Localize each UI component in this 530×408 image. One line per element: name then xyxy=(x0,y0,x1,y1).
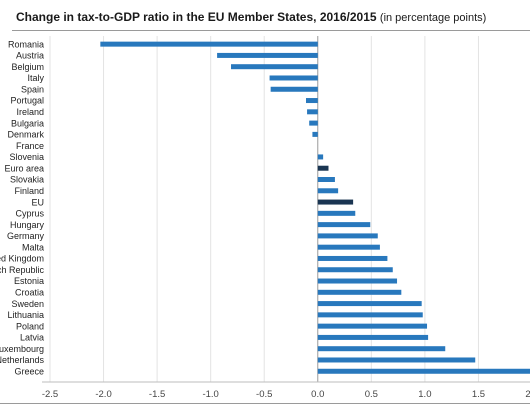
bar xyxy=(317,255,388,261)
bar xyxy=(270,86,318,92)
bar xyxy=(309,120,318,126)
chart-unit-note: (in percentage points) xyxy=(379,12,487,24)
category-label: Latvia xyxy=(20,333,44,343)
x-tick-label: 0.5 xyxy=(365,389,378,400)
x-tick-label: -1.5 xyxy=(149,389,165,400)
x-tick-label: 1.0 xyxy=(418,389,431,400)
bar xyxy=(317,289,402,295)
x-tick-label: 0.0 xyxy=(311,389,324,400)
bar xyxy=(317,334,429,340)
bar xyxy=(100,41,318,47)
category-label: Slovenia xyxy=(9,152,44,162)
bar xyxy=(317,346,446,352)
category-label: Poland xyxy=(16,321,44,331)
category-label: Malta xyxy=(22,242,44,252)
bar xyxy=(317,368,530,374)
bar xyxy=(305,98,318,104)
category-label: Netherlands xyxy=(0,355,44,365)
bar xyxy=(317,312,423,318)
category-label: Croatia xyxy=(15,288,44,298)
category-label: Portugal xyxy=(10,96,44,106)
bar xyxy=(317,233,378,239)
category-label: Lithuania xyxy=(7,310,44,320)
category-label: Italy xyxy=(27,73,44,83)
x-tick-label: -2.0 xyxy=(95,389,111,400)
bar xyxy=(312,131,318,137)
bar xyxy=(317,199,354,205)
category-label: Belgium xyxy=(11,62,44,72)
bar xyxy=(317,154,324,160)
x-tick-label: -1.0 xyxy=(202,389,218,400)
x-tick-label: 2.0 xyxy=(525,389,530,400)
x-axis: -2.5 -2.0 -1.5 -1.0 -0.5 0.0 0.5 1.0 1.5 2.0 xyxy=(42,381,530,400)
x-tick-label: -2.5 xyxy=(42,389,58,400)
category-label: EU xyxy=(31,197,44,207)
bar xyxy=(317,244,380,250)
gridlines xyxy=(49,36,479,382)
bars xyxy=(100,41,530,374)
title-divider xyxy=(12,30,530,31)
bar xyxy=(317,301,422,307)
bar xyxy=(317,188,339,194)
bar xyxy=(317,222,371,228)
category-label: United Kingdom xyxy=(0,254,44,264)
category-label: Bulgaria xyxy=(11,118,44,128)
x-tick-label: 1.5 xyxy=(472,389,485,400)
category-label: Finland xyxy=(14,186,44,196)
chart-title: Change in tax-to-GDP ratio in the EU Mem… xyxy=(16,10,486,24)
bar xyxy=(307,109,318,115)
bar xyxy=(317,323,428,329)
bar xyxy=(269,75,318,81)
category-label: Cyprus xyxy=(15,209,44,219)
bar xyxy=(317,177,335,182)
category-label: Austria xyxy=(16,51,44,61)
bar xyxy=(317,267,393,273)
category-label: Denmark xyxy=(7,130,44,140)
category-label: Greece xyxy=(14,366,44,376)
category-label: Romania xyxy=(8,39,44,49)
category-label: Ireland xyxy=(16,107,44,117)
category-label: France xyxy=(16,141,44,151)
bottom-divider xyxy=(0,403,530,404)
category-label: Spain xyxy=(21,84,44,94)
bar xyxy=(317,210,356,216)
bar xyxy=(317,357,476,363)
category-label: Slovakia xyxy=(10,175,44,185)
bar xyxy=(317,278,398,284)
bar xyxy=(217,52,318,58)
category-label: Czech Republic xyxy=(0,265,44,275)
bar xyxy=(317,165,329,171)
category-label: Estonia xyxy=(14,276,44,286)
category-label: Hungary xyxy=(10,220,45,230)
category-label: Sweden xyxy=(11,299,44,309)
bar xyxy=(231,64,318,70)
category-label: Euro area xyxy=(4,163,44,173)
category-label: Luxembourg xyxy=(0,344,44,354)
category-label: Germany xyxy=(7,231,45,241)
chart-title-text: Change in tax-to-GDP ratio in the EU Mem… xyxy=(16,10,377,24)
x-tick-label: -0.5 xyxy=(256,389,272,400)
